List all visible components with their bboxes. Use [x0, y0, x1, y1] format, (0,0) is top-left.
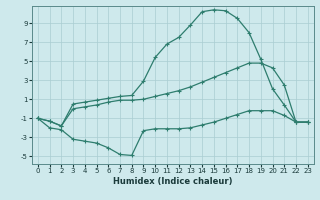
X-axis label: Humidex (Indice chaleur): Humidex (Indice chaleur) — [113, 177, 233, 186]
